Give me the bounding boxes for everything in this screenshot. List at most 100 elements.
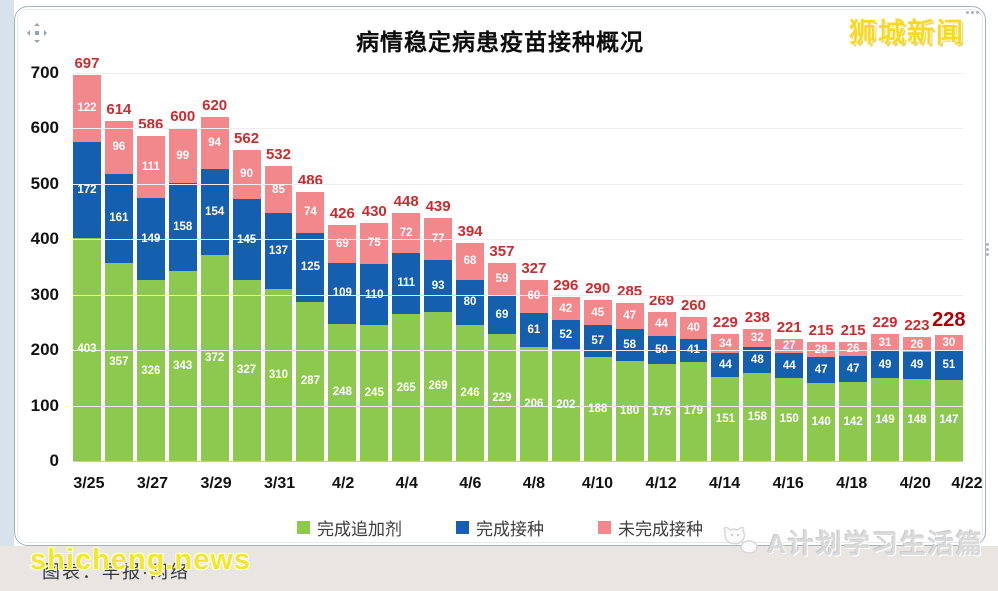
bar-segment-fully-vaccinated: 47 (839, 356, 868, 383)
bar-total-label: 228 (932, 308, 966, 331)
gridline (73, 461, 963, 462)
x-tick-label: 4/22 (951, 475, 983, 492)
bar-segment-fully-vaccinated: 51 (934, 351, 963, 380)
bar-segment-booster-done: 265 (392, 314, 421, 461)
bar-group: 111 149 326 586 (136, 73, 165, 461)
bar-segment-not-fully-vaccinated: 122 (73, 74, 101, 143)
bars-container: 1221724036979616135761411114932658699158… (73, 55, 966, 461)
bar-segment-not-fully-vaccinated: 99 (168, 128, 197, 184)
bar-total-label: 296 (553, 276, 579, 294)
bar-stack: 96 161 357 (104, 120, 133, 461)
bar-stack: 99 158 343 (168, 128, 197, 461)
bar-total-label: 269 (649, 291, 675, 309)
bar-stack: 69 109 248 (328, 224, 357, 461)
bar-group: 85 137 310 532 (264, 73, 293, 461)
bar-segment-not-fully-vaccinated: 26 (902, 337, 931, 352)
bar-group: 27 44 150 221 (775, 73, 804, 461)
bar-segment-not-fully-vaccinated: 34 (711, 334, 740, 353)
x-tick-label: 3/29 (200, 475, 232, 492)
bar-segment-not-fully-vaccinated: 44 (647, 311, 676, 337)
x-tick-label: 4/8 (522, 475, 546, 492)
page-left-margin (0, 0, 14, 591)
bar-total-label: 229 (872, 314, 898, 332)
gridline (73, 73, 963, 74)
bar-segment-booster-done: 188 (583, 356, 612, 461)
bar-segment-booster-done: 372 (200, 254, 229, 461)
bar-stack: 31 49 149 (871, 334, 899, 461)
bar-segment-booster-done: 403 (73, 237, 101, 461)
bar-segment-not-fully-vaccinated: 74 (296, 191, 325, 233)
bar-group: 44 50 175 269 (647, 73, 676, 461)
chart-title: 病情稳定病患疫苗接种概况 (356, 29, 644, 55)
legend-item-not-fully-vaccinated: 未完成接种 (598, 515, 703, 540)
bar-total-label: 426 (329, 204, 355, 222)
bar-segment-booster-done: 140 (807, 383, 836, 461)
bar-segment-not-fully-vaccinated: 59 (487, 263, 516, 296)
resize-handle-bottomright-icon[interactable] (966, 538, 979, 541)
bar-segment-booster-done: 245 (360, 325, 389, 461)
bar-group: 30 51 147 228 (932, 73, 966, 461)
y-axis: 700 600 500 400 300 200 100 0 (21, 63, 67, 470)
bar-segment-not-fully-vaccinated: 47 (615, 303, 644, 330)
bar-segment-booster-done: 248 (328, 323, 357, 461)
bar-stack: 40 41 179 (679, 316, 708, 461)
bar-segment-fully-vaccinated: 69 (487, 295, 516, 335)
bar-total-label: 697 (74, 54, 100, 72)
x-tick-label: 4/4 (395, 475, 418, 492)
bar-total-label: 600 (170, 108, 196, 126)
bar-group: 34 44 151 229 (711, 73, 740, 461)
bar-segment-fully-vaccinated: 58 (615, 329, 644, 362)
bar-segment-fully-vaccinated: 172 (73, 142, 101, 238)
bar-group: 45 57 188 290 (583, 73, 612, 461)
bar-segment-booster-done: 287 (296, 301, 325, 461)
move-handle-icon[interactable] (27, 23, 47, 48)
bar-stack: 47 58 180 (615, 303, 644, 461)
bar-segment-fully-vaccinated: 109 (328, 263, 357, 324)
x-tick-label: 4/2 (332, 475, 355, 492)
bar-segment-not-fully-vaccinated: 45 (583, 300, 612, 326)
bar-segment-booster-done: 310 (264, 289, 293, 461)
bar-stack: 27 44 150 (775, 338, 804, 461)
bar-group: 72 111 265 448 (392, 73, 421, 461)
bar-total-label: 238 (744, 309, 770, 327)
bar-segment-fully-vaccinated: 137 (264, 213, 293, 290)
resize-handle-topright-icon[interactable] (966, 11, 979, 14)
bar-total-label: 357 (489, 243, 515, 261)
bar-segment-not-fully-vaccinated: 27 (775, 338, 804, 354)
y-tick-label: 400 (30, 229, 59, 249)
x-tick-label: 4/10 (581, 475, 614, 492)
bar-stack: 26 49 148 (902, 337, 931, 461)
bar-segment-fully-vaccinated: 161 (104, 173, 133, 264)
bar-segment-fully-vaccinated: 52 (551, 320, 580, 350)
x-tick-label: 3/31 (264, 475, 296, 492)
bottom-right-watermark: A计划学习生活篇 (719, 524, 984, 561)
legend-label: 完成追加剂 (317, 520, 402, 539)
bar-stack: 111 149 326 (136, 136, 165, 461)
bar-segment-booster-done: 269 (424, 311, 453, 461)
bar-segment-fully-vaccinated: 44 (711, 352, 740, 378)
bar-segment-booster-done: 206 (519, 346, 548, 461)
bar-group: 32 48 158 238 (743, 73, 772, 461)
bar-group: 31 49 149 229 (871, 73, 899, 461)
bar-group: 4252202 296 (551, 73, 580, 461)
bar-stack: 72 111 265 (392, 212, 421, 461)
bar-stack: 85 137 310 (264, 166, 293, 461)
bar-segment-booster-done: 180 (615, 361, 644, 461)
bar-total-label: 221 (776, 318, 802, 336)
bar-total-label: 430 (361, 202, 387, 220)
bar-segment-not-fully-vaccinated: 26 (839, 341, 868, 357)
bar-segment-booster-done: 147 (934, 379, 963, 461)
resize-handle-right-icon[interactable] (986, 243, 989, 256)
bar-segment-booster-done: 142 (839, 382, 868, 461)
bar-total-label: 285 (617, 283, 643, 301)
x-tick-label: 4/18 (836, 475, 868, 492)
bar-total-label: 260 (680, 296, 706, 314)
bar-segment-fully-vaccinated: 125 (296, 232, 325, 302)
bar-segment-booster-done: 357 (104, 263, 133, 461)
bar-segment-fully-vaccinated: 149 (136, 197, 165, 281)
bar-segment-not-fully-vaccinated: 28 (807, 341, 836, 358)
bar-stack: 30 51 147 (934, 334, 963, 461)
bar-segment-not-fully-vaccinated: 85 (264, 166, 293, 214)
x-tick-label: 3/27 (136, 475, 169, 492)
bar-total-label: 215 (840, 321, 866, 339)
